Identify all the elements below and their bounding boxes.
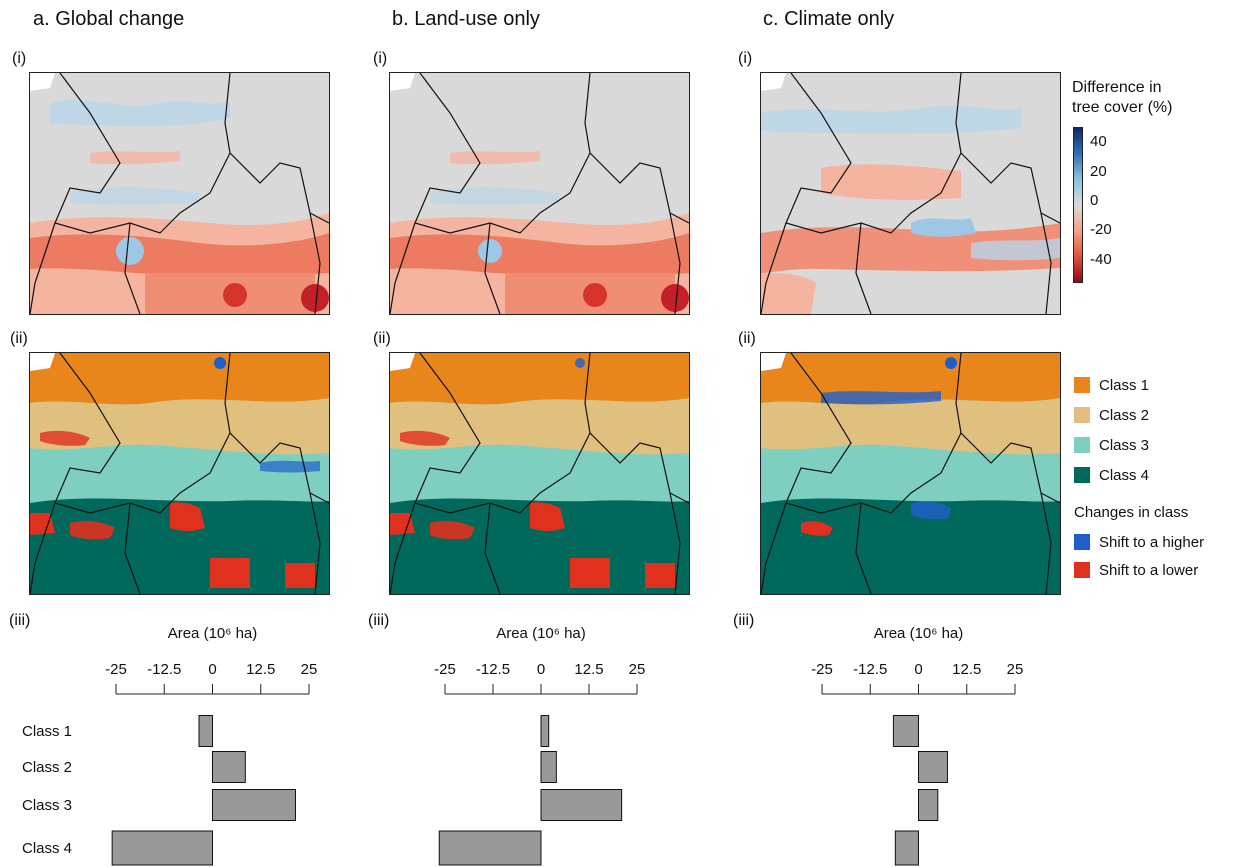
row-label-iii: (iii): [733, 612, 755, 629]
x-tick-label: 12.5: [574, 661, 603, 678]
bar-class-3: [212, 789, 296, 821]
legend-swatch: [1074, 467, 1090, 483]
colorbar: [1073, 127, 1083, 283]
x-tick-label: -12.5: [476, 661, 510, 678]
x-tick-label: -12.5: [147, 661, 181, 678]
x-tick-label: 25: [1007, 661, 1024, 678]
row-label-i: (i): [12, 50, 27, 67]
legend-item-class-4: Class 4: [1074, 460, 1239, 490]
legend-item-class-1: Class 1: [1074, 370, 1239, 400]
legend-swatch: [1074, 562, 1090, 578]
category-label: Class 4: [22, 840, 72, 857]
bar-class-4: [894, 830, 919, 866]
legend-label: Class 2: [1099, 406, 1150, 424]
x-tick-label: 0: [208, 661, 216, 678]
x-tick-label: -25: [811, 661, 833, 678]
legend-label: Class 3: [1099, 436, 1150, 454]
bar-class-1: [198, 715, 214, 747]
row-label-ii: (ii): [10, 330, 28, 347]
legend-item-shift-lower: Shift to a lower: [1074, 556, 1239, 584]
tree-cover-diff-map-climate: [760, 72, 1061, 315]
legend-item-shift-higher: Shift to a higher: [1074, 528, 1239, 556]
row-label-i: (i): [738, 50, 753, 67]
panel-title-b: b. Land-use only: [392, 8, 540, 30]
legend-swatch: [1074, 437, 1090, 453]
bar-class-1: [892, 715, 920, 747]
x-tick-label: 0: [914, 661, 922, 678]
bar-class-2: [212, 751, 246, 783]
colorbar-tick: 20: [1090, 163, 1107, 180]
colorbar-tick: -20: [1090, 221, 1112, 238]
bar-class-4: [111, 830, 213, 866]
row-label-ii: (ii): [738, 330, 756, 347]
x-tick-label: -12.5: [853, 661, 887, 678]
x-axis-title: Area (10⁶ ha): [496, 625, 586, 642]
bar-class-3: [540, 789, 623, 821]
legend-swatch: [1074, 407, 1090, 423]
x-axis-title: Area (10⁶ ha): [874, 625, 964, 642]
x-tick-label: -25: [434, 661, 456, 678]
legend-item-class-3: Class 3: [1074, 430, 1239, 460]
area-change-chart-landuse: Area (10⁶ ha) -25 -12.5 0 12.5 25: [434, 625, 646, 866]
legend-label: Shift to a lower: [1099, 561, 1199, 579]
colorbar-tick: -40: [1090, 251, 1112, 268]
legend-label: Class 1: [1099, 376, 1150, 394]
tree-cover-diff-map-landuse: [389, 72, 690, 315]
legend-label: Class 4: [1099, 466, 1150, 484]
x-tick-label: 25: [301, 661, 318, 678]
x-axis-title: Area (10⁶ ha): [168, 625, 258, 642]
panel-title-c: c. Climate only: [763, 8, 895, 30]
row-label-i: (i): [373, 50, 388, 67]
bar-class-4: [438, 830, 542, 866]
row-label-ii: (ii): [373, 330, 391, 347]
bar-class-1: [540, 715, 550, 747]
row-label-iii: (iii): [9, 612, 31, 629]
area-change-chart-climate: Area (10⁶ ha) -25 -12.5 0 12.5 25: [811, 625, 1024, 866]
category-label: Class 2: [22, 759, 72, 776]
colorbar-tick: 0: [1090, 192, 1099, 209]
area-change-chart-global: Area (10⁶ ha) -25 -12.5 0 12.5 25 Class 1 Class…: [22, 625, 318, 866]
x-tick-label: 12.5: [952, 661, 981, 678]
x-tick-label: -25: [105, 661, 127, 678]
class-map-global: [29, 352, 330, 595]
bar-class-2: [918, 751, 948, 783]
x-tick-label: 0: [537, 661, 545, 678]
changes-title: Changes in class: [1074, 504, 1189, 521]
legend-swatch: [1074, 377, 1090, 393]
row-label-iii: (iii): [368, 612, 390, 629]
class-legend: Class 1 Class 2 Class 3 Class 4 Changes …: [1074, 370, 1239, 584]
tree-cover-diff-map-global: [29, 72, 330, 315]
legend-swatch: [1074, 534, 1090, 550]
panel-title-a: a. Global change: [33, 8, 185, 30]
legend-label: Shift to a higher: [1099, 533, 1205, 551]
class-map-landuse: [389, 352, 690, 595]
colorbar-title-line1: Difference in: [1072, 79, 1162, 96]
bar-class-2: [540, 751, 557, 783]
class-map-climate: [760, 352, 1061, 595]
x-tick-label: 12.5: [246, 661, 275, 678]
colorbar-tick: 40: [1090, 133, 1107, 150]
category-label: Class 1: [22, 723, 72, 740]
x-tick-label: 25: [629, 661, 646, 678]
colorbar-title-line2: tree cover (%): [1072, 99, 1173, 116]
bar-class-3: [918, 789, 939, 821]
category-label: Class 3: [22, 797, 72, 814]
legend-item-class-2: Class 2: [1074, 400, 1239, 430]
